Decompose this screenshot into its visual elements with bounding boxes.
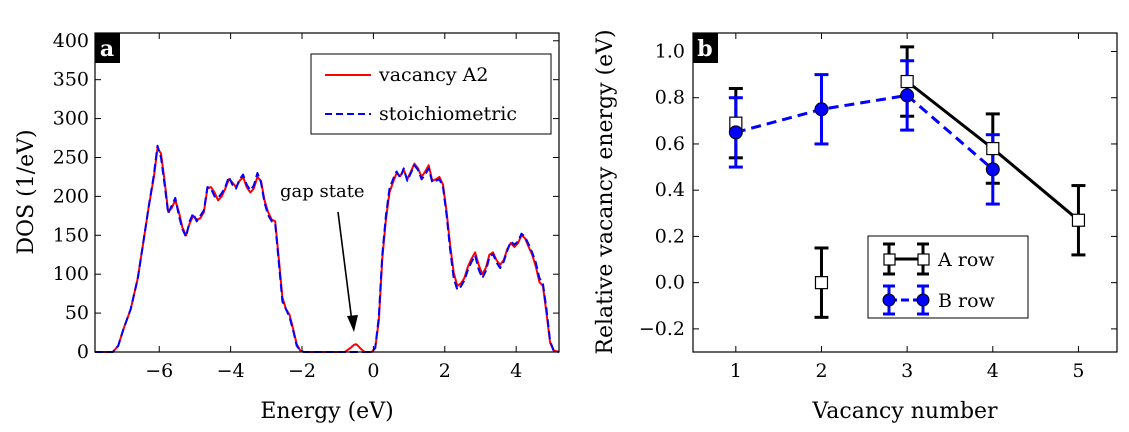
- brow-point: [815, 103, 828, 116]
- brow-connecting-line: [736, 95, 993, 169]
- dos-xtick-label: 4: [510, 360, 522, 382]
- vacancy-legend: A row B row: [868, 236, 1028, 318]
- dos-xtick-label: 0: [367, 360, 379, 382]
- vacancy-y-axis-label: Relative vacancy energy (eV): [593, 29, 618, 354]
- dos-ytick-label: 50: [65, 302, 89, 324]
- dos-ytick-label: 350: [53, 69, 89, 91]
- vacancy-ticks: 1 2 3 4 5 −0.2 0.0 0.2 0.4 0.6 0.8 1.0: [639, 33, 1117, 382]
- gap-state-arrow: [338, 212, 352, 322]
- brow-point: [986, 163, 999, 176]
- dos-xtick-label: −6: [145, 360, 173, 382]
- dos-y-axis-label: DOS (1/eV): [14, 129, 39, 254]
- vacancy-x-axis-label: Vacancy number: [811, 399, 998, 424]
- legend-arow-label: A row: [937, 249, 995, 271]
- vacancy-ytick-label: 0.6: [655, 133, 685, 155]
- dos-xtick-label: −4: [217, 360, 245, 382]
- dos-x-axis-label: Energy (eV): [260, 399, 393, 424]
- arow-point: [1072, 214, 1084, 226]
- vacancy-xtick-label: 4: [987, 360, 999, 382]
- legend-arow-marker-right: [918, 254, 929, 265]
- brow-point: [729, 126, 742, 139]
- dos-panel: −6 −4 −2 0 2 4 0 50 100 150 200 250 300 350 400 a vaca…: [14, 30, 559, 424]
- vacancy-xtick-label: 5: [1072, 360, 1084, 382]
- vacancy-ytick-label: 0.0: [655, 272, 685, 294]
- dos-legend: vacancy A2 stoichiometric: [311, 54, 551, 134]
- vacancy-xtick-label: 1: [730, 360, 742, 382]
- legend-arow-marker-left: [884, 254, 895, 265]
- panel-b-label: b: [697, 36, 712, 62]
- vacancy-ytick-label: 0.8: [655, 87, 685, 109]
- vacancy-ytick-label: 0.4: [655, 179, 685, 201]
- vacancy-panel: 1 2 3 4 5 −0.2 0.0 0.2 0.4 0.6 0.8 1.0 b A row: [593, 29, 1117, 424]
- arow-point: [815, 277, 827, 289]
- vacancy-xtick-label: 2: [815, 360, 827, 382]
- legend-brow-marker-right: [917, 294, 929, 306]
- dos-ytick-label: 300: [53, 108, 89, 130]
- vacancy-ytick-label: 1.0: [655, 40, 685, 62]
- dos-ytick-label: 400: [53, 30, 89, 52]
- dos-ytick-label: 150: [53, 224, 89, 246]
- dos-ytick-label: 100: [53, 263, 89, 285]
- vacancy-ytick-label: −0.2: [639, 318, 685, 340]
- arow-point: [987, 143, 999, 155]
- brow-point: [901, 89, 914, 102]
- dos-ytick-label: 200: [53, 185, 89, 207]
- panel-a-label: a: [100, 36, 114, 62]
- dos-xtick-label: −2: [288, 360, 316, 382]
- vacancy-ytick-label: 0.2: [655, 225, 685, 247]
- dos-xtick-label: 2: [439, 360, 451, 382]
- gap-state-arrowhead: [347, 315, 358, 332]
- legend-vacancy-label: vacancy A2: [378, 64, 489, 86]
- legend-stoich-label: stoichiometric: [379, 103, 517, 125]
- dos-plot-area: [95, 146, 559, 352]
- legend-brow-marker-left: [883, 294, 895, 306]
- dos-ytick-label: 0: [77, 341, 89, 363]
- legend-brow-label: B row: [938, 290, 996, 312]
- gap-state-annotation: gap state: [280, 181, 365, 202]
- vacancy-xtick-label: 3: [901, 360, 913, 382]
- dos-ytick-label: 250: [53, 146, 89, 168]
- arow-point: [901, 76, 913, 88]
